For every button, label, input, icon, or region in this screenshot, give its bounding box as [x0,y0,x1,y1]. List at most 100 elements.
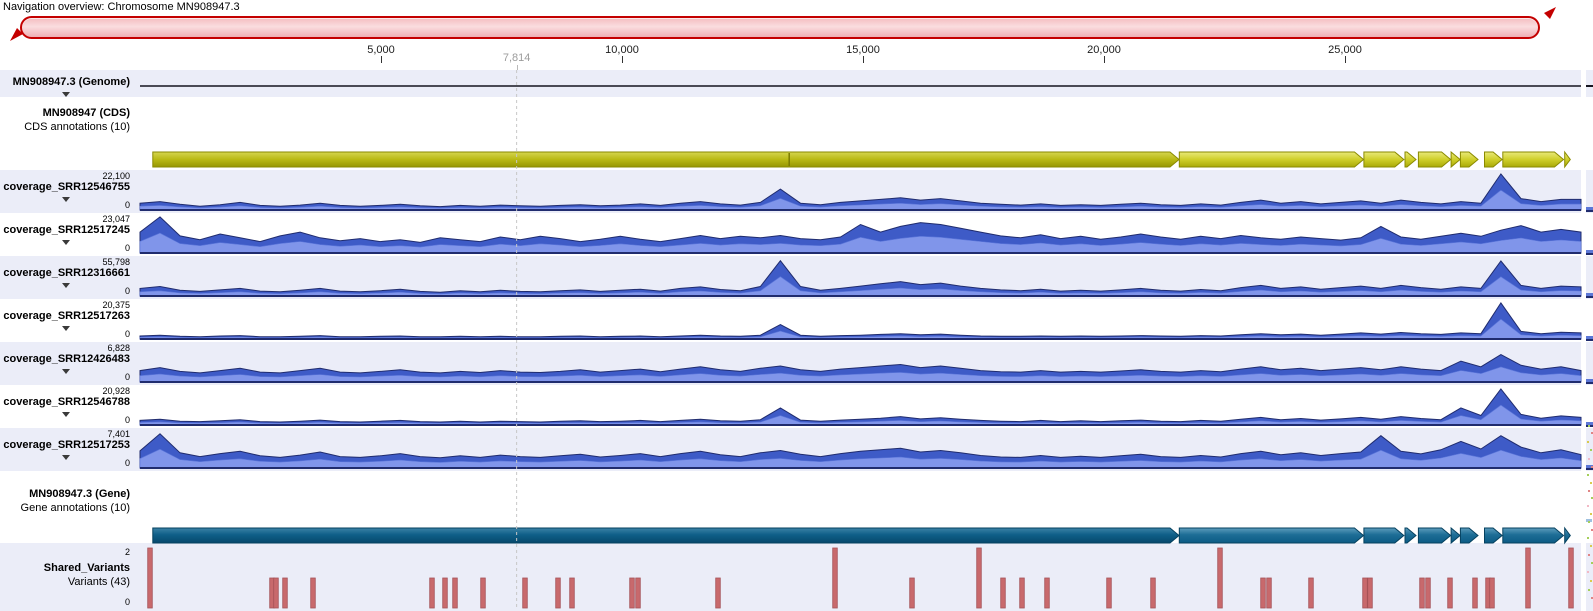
cds-annotation-arrow[interactable] [1484,151,1503,168]
cds-annotation-arrow[interactable] [1178,151,1365,168]
gene-annotation-arrow[interactable] [1450,526,1461,545]
variant-bar[interactable] [1447,577,1453,609]
variant-bar[interactable] [1525,547,1531,609]
variant-bar[interactable] [522,577,528,609]
gene-annotation-arrow[interactable] [1502,527,1565,544]
strip-coverage-smudge [1586,293,1593,296]
coverage-graph-coverage_SRR12517263[interactable] [139,302,1582,340]
variant-bar[interactable] [1362,577,1368,609]
cds-annotation-arrow[interactable] [1450,150,1461,169]
variant-bar[interactable] [1266,577,1272,609]
variant-bar[interactable] [1000,577,1006,609]
gene-annotation-arrow[interactable] [1484,527,1503,544]
track-label-coverage_SRR12316661[interactable]: coverage_SRR12316661 [3,267,130,279]
strip-coverage-baseline [1586,296,1593,298]
track-label-coverage_SRR12517253[interactable]: coverage_SRR12517253 [3,439,130,451]
track-dropdown-icon[interactable] [62,412,70,417]
track-label-coverage_SRR12517263[interactable]: coverage_SRR12517263 [3,310,130,322]
variant-bar[interactable] [832,547,838,609]
gene-annotation-arrow[interactable] [1459,527,1479,544]
gene-annotation-arrow[interactable] [152,527,1180,544]
cds-annotation-arrow[interactable] [1363,151,1405,168]
cds-annotation-arrow[interactable] [1502,151,1565,168]
variant-bar[interactable] [310,577,316,609]
strip-coverage-smudge [1586,207,1593,210]
track-label-gene[interactable]: MN908947.3 (Gene) [29,488,130,500]
strip-dot [1587,537,1589,539]
variant-bar[interactable] [1260,577,1266,609]
variant-bar[interactable] [1217,547,1223,609]
coverage-graph-coverage_SRR12426483[interactable] [139,354,1582,383]
gene-annotation-arrow[interactable] [1404,527,1417,544]
variant-bar[interactable] [1106,577,1112,609]
cds-annotation-track [152,150,1571,169]
track-dropdown-icon[interactable] [62,197,70,202]
variant-bar[interactable] [442,577,448,609]
track-label-genome[interactable]: MN908947.3 (Genome) [12,76,130,88]
track-max-value: 23,047 [102,214,130,224]
track-label-coverage_SRR12546755[interactable]: coverage_SRR12546755 [3,181,130,193]
coverage-graph-coverage_SRR12546755[interactable] [139,173,1582,211]
variant-bar[interactable] [1019,577,1025,609]
strip-dot [1588,521,1590,523]
track-dropdown-icon[interactable] [62,240,70,245]
gene-annotation-arrow[interactable] [1564,526,1571,545]
variant-bar[interactable] [1425,577,1431,609]
variant-bar[interactable] [452,577,458,609]
gene-annotation-arrow[interactable] [1417,527,1452,544]
variant-bar[interactable] [147,547,153,609]
track-label-variants[interactable]: Shared_Variants [43,562,130,574]
variant-bar[interactable] [1044,577,1050,609]
variant-bar[interactable] [555,577,561,609]
track-dropdown-icon[interactable] [62,369,70,374]
track-dropdown-icon[interactable] [62,283,70,288]
variant-bar[interactable] [1472,577,1478,609]
variant-bar[interactable] [629,577,635,609]
coverage-graph-coverage_SRR12546788[interactable] [139,388,1582,426]
cds-annotation-arrow[interactable] [1459,151,1479,168]
variant-bar[interactable] [1308,577,1314,609]
navigation-overview-bar[interactable] [20,16,1540,39]
track-dropdown-icon[interactable] [62,326,70,331]
track-min-value: 0 [124,458,130,468]
variant-bar[interactable] [569,577,575,609]
coverage-graph-coverage_SRR12517253[interactable] [139,433,1582,469]
cds-annotation-arrow[interactable] [1564,150,1571,169]
variant-bar[interactable] [273,577,279,609]
gene-annotation-arrow[interactable] [1363,527,1405,544]
cds-annotation-arrow[interactable] [1417,151,1452,168]
strip-row [1586,471,1593,543]
variant-bar[interactable] [1367,577,1373,609]
cds-annotation-arrow[interactable] [152,151,1180,168]
track-label-cds[interactable]: MN908947 (CDS) [42,107,130,119]
variant-bar[interactable] [282,577,288,609]
track-label-coverage_SRR12426483[interactable]: coverage_SRR12426483 [3,353,130,365]
variant-bar[interactable] [909,577,915,609]
strip-row [1586,256,1593,299]
gene-annotation-arrow[interactable] [1178,527,1365,544]
strip-coverage-baseline [1586,468,1593,470]
cursor-tick-mark [516,65,518,70]
track-label-coverage_SRR12546788[interactable]: coverage_SRR12546788 [3,396,130,408]
variant-bar[interactable] [1489,577,1495,609]
strip-coverage-smudge [1586,422,1593,425]
variant-bar[interactable] [1150,577,1156,609]
variant-bar[interactable] [1568,547,1574,609]
track-dropdown-icon[interactable] [62,455,70,460]
variant-bar[interactable] [429,577,435,609]
track-subtitle-cds: CDS annotations (10) [24,121,130,133]
strip-dot [1591,497,1593,499]
strip-dot [1590,449,1592,451]
track-dropdown-icon[interactable] [62,92,70,97]
variant-bar[interactable] [480,577,486,609]
cds-annotation-arrow[interactable] [1404,151,1417,168]
coverage-graph-coverage_SRR12316661[interactable] [139,259,1582,297]
variant-bar[interactable] [635,577,641,609]
coverage-graph-coverage_SRR12517245[interactable] [139,216,1582,254]
variant-bar[interactable] [715,577,721,609]
track-label-coverage_SRR12517245[interactable]: coverage_SRR12517245 [3,224,130,236]
variants-track [147,547,1574,609]
strip-dot [1590,513,1592,515]
variant-bar[interactable] [1419,577,1425,609]
variant-bar[interactable] [976,547,982,609]
